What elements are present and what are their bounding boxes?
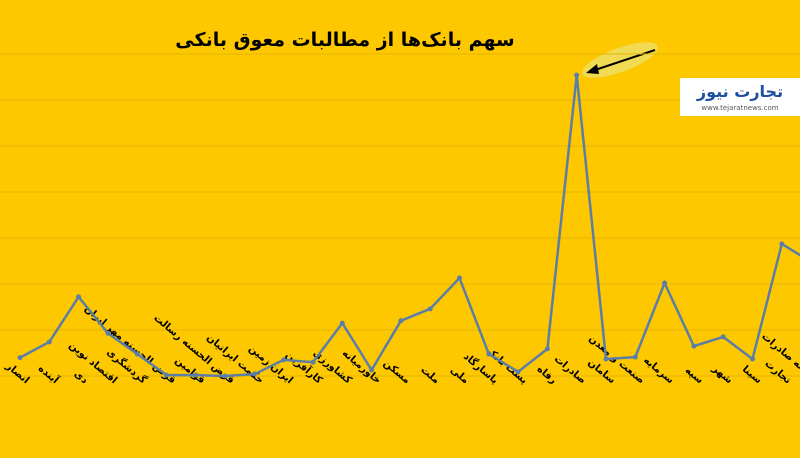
point — [632, 354, 638, 360]
logo-name: تجارت نیوز — [696, 82, 783, 101]
point — [515, 369, 521, 375]
point — [398, 318, 404, 324]
logo: تجارت نیوز www.tejaratnews.com — [680, 78, 800, 116]
point — [251, 371, 257, 377]
point — [486, 351, 492, 357]
point — [720, 334, 726, 340]
logo-url: www.tejaratnews.com — [701, 104, 778, 112]
point — [691, 343, 697, 349]
point — [164, 372, 169, 378]
point — [46, 339, 52, 345]
chart-title: سهم بانک‌ها از مطالبات معوق بانکی — [175, 29, 514, 51]
point — [310, 359, 316, 365]
point — [222, 373, 228, 379]
point — [281, 357, 287, 363]
point — [544, 346, 550, 352]
point — [105, 330, 111, 336]
point — [603, 356, 609, 362]
point — [427, 306, 433, 312]
point — [76, 294, 82, 300]
point — [134, 351, 140, 357]
point — [193, 372, 199, 378]
point — [662, 280, 668, 286]
line — [19, 75, 800, 378]
point — [339, 320, 345, 326]
point — [457, 275, 462, 281]
point — [17, 355, 23, 361]
point — [779, 241, 785, 247]
point — [750, 356, 755, 362]
point — [574, 72, 580, 78]
point — [369, 367, 375, 373]
